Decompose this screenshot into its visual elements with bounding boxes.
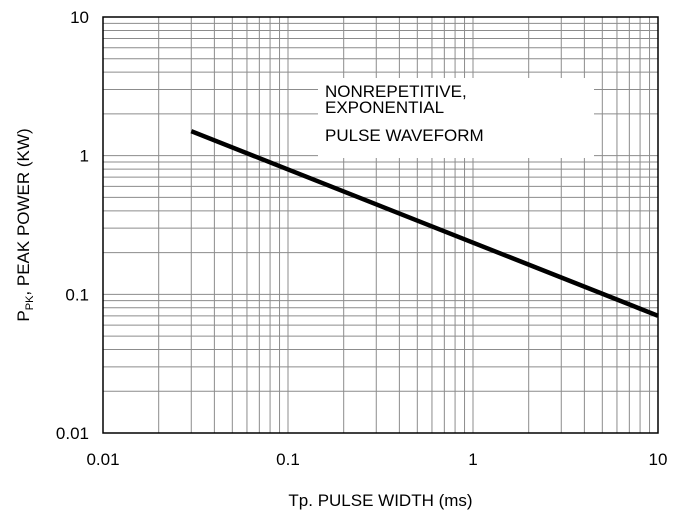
y-axis-title-rest: , PEAK POWER (KW) — [14, 128, 33, 295]
plot-frame — [102, 16, 659, 434]
annotation-line: NONREPETITIVE, — [325, 82, 467, 101]
y-tick-label: 0.1 — [65, 285, 89, 304]
annotation-line: PULSE WAVEFORM — [325, 126, 484, 145]
series-line — [190, 129, 659, 318]
y-axis-title-main: P — [14, 310, 33, 321]
x-tick-label: 0.1 — [276, 450, 300, 469]
x-axis-title: Tp. PULSE WIDTH (ms) — [288, 491, 472, 510]
x-tick-label: 0.01 — [86, 450, 119, 469]
x-tick-label: 1 — [468, 450, 477, 469]
y-axis-title-subscript: PK — [24, 295, 36, 310]
y-tick-label: 1 — [80, 147, 89, 166]
annotation-background — [318, 78, 594, 158]
y-tick-label: 0.01 — [56, 424, 89, 443]
annotation-line: EXPONENTIAL — [325, 98, 444, 117]
y-tick-labels: 0.01 0.1 1 10 — [56, 8, 89, 443]
x-tick-label: 10 — [649, 450, 668, 469]
series-layer — [190, 129, 659, 318]
y-tick-label: 10 — [70, 8, 89, 27]
x-tick-labels: 0.01 0.1 1 10 — [86, 450, 667, 469]
y-axis-title: PPK, PEAK POWER (KW) — [14, 128, 36, 321]
annotation: NONREPETITIVE,EXPONENTIAL PULSE WAVEFORM — [325, 82, 484, 145]
